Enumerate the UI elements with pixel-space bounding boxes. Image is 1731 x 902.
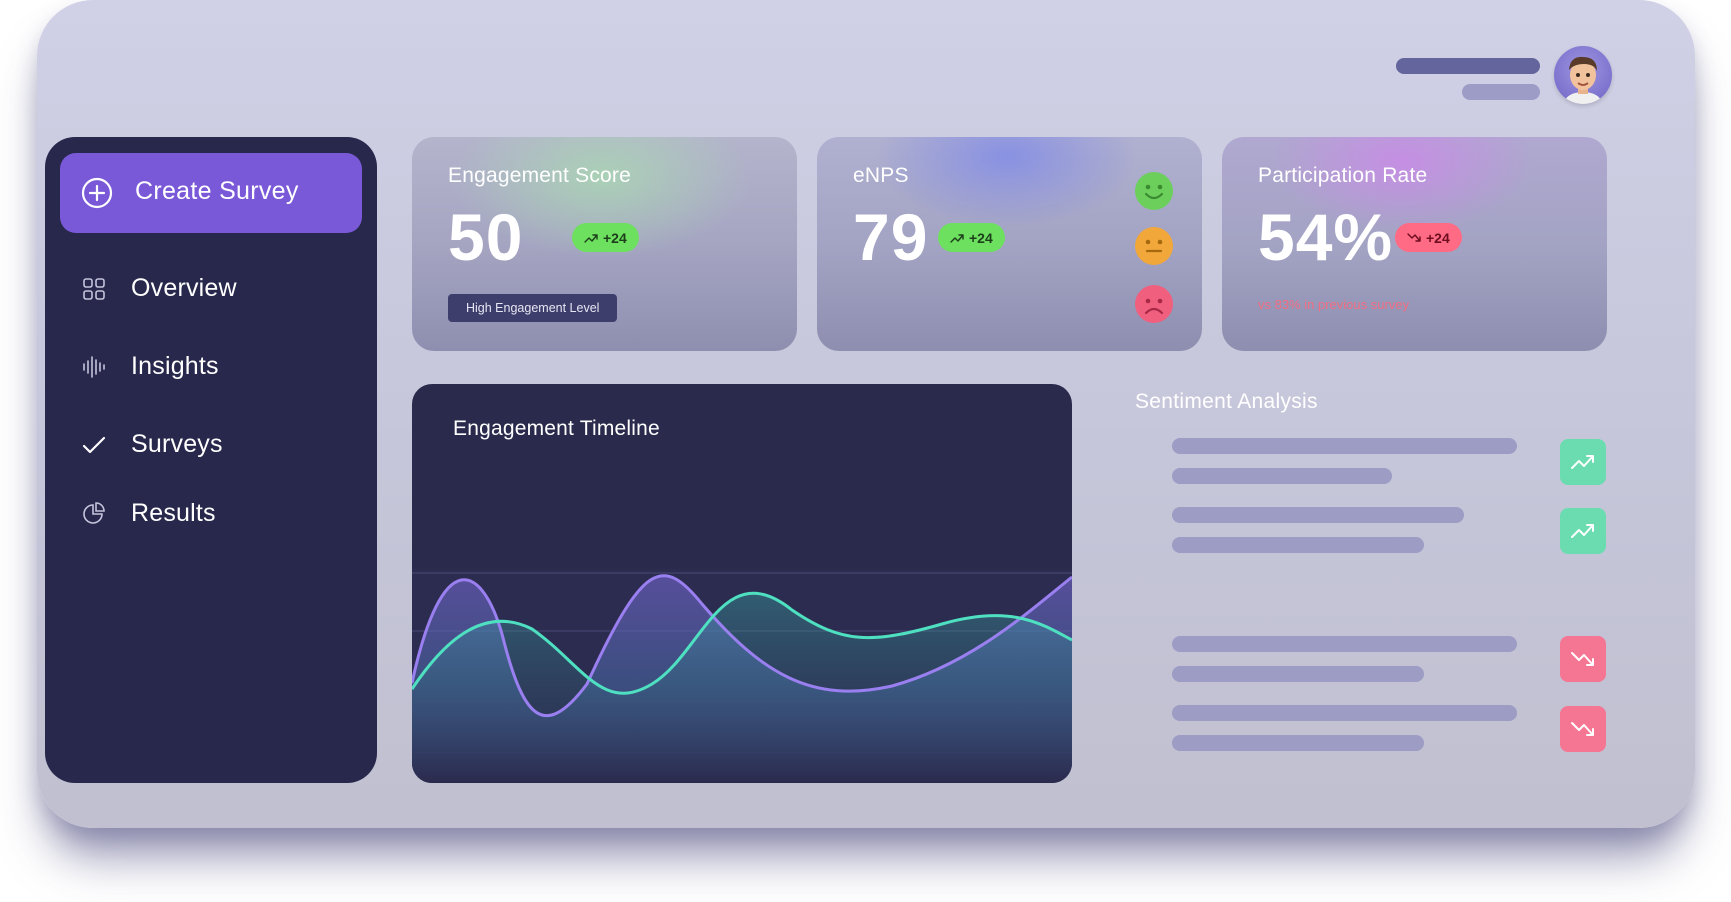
delta-badge: +24 bbox=[938, 223, 1005, 252]
trending-down-icon[interactable] bbox=[1560, 636, 1606, 682]
sidebar-item-overview[interactable]: Overview bbox=[45, 261, 377, 317]
trending-up-icon[interactable] bbox=[1560, 508, 1606, 554]
card-title: Participation Rate bbox=[1258, 164, 1428, 187]
participation-value: 54% bbox=[1258, 200, 1394, 274]
sidebar-item-label: Insights bbox=[131, 352, 219, 380]
sidebar-item-label: Results bbox=[131, 499, 216, 527]
checkmark-icon bbox=[81, 432, 107, 458]
neutral-face-icon bbox=[1135, 227, 1173, 265]
enps-card[interactable]: eNPS 79 +24 bbox=[817, 137, 1202, 351]
waveform-icon bbox=[81, 354, 107, 380]
sentiment-item-placeholder bbox=[1172, 666, 1424, 682]
purple-series-line bbox=[412, 574, 1072, 718]
trending-up-icon bbox=[950, 233, 964, 243]
user-role-placeholder bbox=[1462, 84, 1540, 100]
delta-value: +24 bbox=[969, 229, 993, 246]
sidebar: Create Survey Overview Insights Surveys … bbox=[45, 137, 377, 783]
teal-series-area bbox=[412, 593, 1072, 783]
engagement-timeline-chart bbox=[412, 569, 1072, 783]
grid-icon bbox=[81, 276, 107, 302]
card-title: Engagement Score bbox=[448, 164, 631, 187]
trending-up-icon bbox=[584, 233, 598, 243]
engagement-level-badge: High Engagement Level bbox=[448, 294, 618, 322]
sentiment-item-placeholder bbox=[1172, 705, 1517, 721]
engagement-score-value: 50 bbox=[448, 200, 524, 274]
create-survey-button[interactable]: Create Survey bbox=[60, 153, 362, 233]
delta-badge: +24 bbox=[572, 223, 639, 252]
sidebar-item-surveys[interactable]: Surveys bbox=[45, 417, 377, 473]
happy-face-icon bbox=[1135, 172, 1173, 210]
engagement-score-card[interactable]: Engagement Score 50 +24 High Engagement … bbox=[412, 137, 797, 351]
sidebar-item-label: Surveys bbox=[131, 430, 223, 458]
create-survey-label: Create Survey bbox=[135, 177, 299, 205]
sentiment-item-placeholder bbox=[1172, 438, 1517, 454]
avatar[interactable] bbox=[1554, 46, 1612, 104]
sad-face-icon bbox=[1135, 285, 1173, 323]
sentiment-item-placeholder bbox=[1172, 537, 1424, 553]
sidebar-item-label: Overview bbox=[131, 274, 237, 302]
delta-value: +24 bbox=[1426, 229, 1450, 246]
participation-rate-card[interactable]: Participation Rate 54% +24 vs 83% in pre… bbox=[1222, 137, 1607, 351]
sentiment-item-placeholder bbox=[1172, 735, 1424, 751]
card-title: eNPS bbox=[853, 164, 909, 187]
sidebar-item-results[interactable]: Results bbox=[45, 486, 377, 542]
trending-down-icon bbox=[1407, 232, 1421, 242]
delta-value: +24 bbox=[603, 229, 627, 246]
trending-down-icon[interactable] bbox=[1560, 706, 1606, 752]
sentiment-analysis-title: Sentiment Analysis bbox=[1135, 390, 1318, 413]
teal-series-line bbox=[412, 591, 1072, 695]
enps-value: 79 bbox=[853, 200, 929, 274]
delta-badge: +24 bbox=[1395, 223, 1462, 252]
plus-circle-icon bbox=[81, 177, 113, 209]
sentiment-item-placeholder bbox=[1172, 636, 1517, 652]
sentiment-item-placeholder bbox=[1172, 468, 1392, 484]
previous-survey-note: vs 83% in previous survey bbox=[1258, 297, 1410, 312]
sidebar-item-insights[interactable]: Insights bbox=[45, 339, 377, 395]
pie-chart-icon bbox=[81, 501, 107, 527]
user-name-placeholder bbox=[1396, 58, 1540, 74]
trending-up-icon[interactable] bbox=[1560, 439, 1606, 485]
timeline-title: Engagement Timeline bbox=[453, 417, 660, 440]
engagement-timeline-panel[interactable]: Engagement Timeline bbox=[412, 384, 1072, 783]
sentiment-item-placeholder bbox=[1172, 507, 1464, 523]
